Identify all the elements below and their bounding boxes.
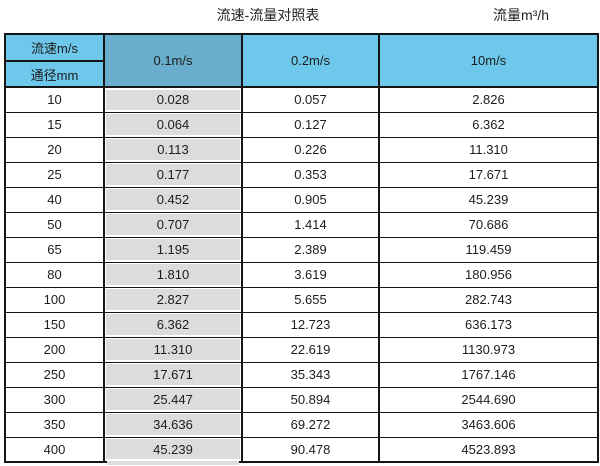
flow-cell-v02: 12.723: [241, 311, 380, 338]
flow-cell-v01: 0.177: [103, 161, 243, 188]
flow-cell-v01: 45.239: [103, 436, 243, 463]
flow-cell-v01: 0.113: [103, 136, 243, 163]
diameter-cell: 65: [4, 236, 105, 263]
table-row: 15 0.064 0.127 6.362: [4, 111, 599, 138]
table-row: 300 25.447 50.894 2544.690: [4, 386, 599, 413]
flow-cell-v10: 180.956: [378, 261, 599, 288]
flow-cell-v10: 2.826: [378, 86, 599, 113]
flow-cell-v02: 0.127: [241, 111, 380, 138]
diameter-cell: 40: [4, 186, 105, 213]
flow-cell-v02: 69.272: [241, 411, 380, 438]
flow-cell-v02: 0.226: [241, 136, 380, 163]
column-header-0-2ms: 0.2m/s: [241, 33, 380, 88]
flow-cell-v10: 6.362: [378, 111, 599, 138]
flow-cell-v02: 3.619: [241, 261, 380, 288]
table-row: 10 0.028 0.057 2.826: [4, 86, 599, 113]
flow-cell-v01: 25.447: [103, 386, 243, 413]
table-row: 80 1.810 3.619 180.956: [4, 261, 599, 288]
flow-cell-v02: 50.894: [241, 386, 380, 413]
diameter-cell: 15: [4, 111, 105, 138]
flow-cell-v02: 1.414: [241, 211, 380, 238]
table-title: 流速-流量对照表: [216, 7, 320, 23]
diameter-cell: 200: [4, 336, 105, 363]
flow-cell-v10: 45.239: [378, 186, 599, 213]
table-row: 200 11.310 22.619 1130.973: [4, 336, 599, 363]
flow-cell-v02: 35.343: [241, 361, 380, 388]
flow-cell-v02: 0.353: [241, 161, 380, 188]
flow-cell-v01: 0.064: [103, 111, 243, 138]
flow-cell-v01: 17.671: [103, 361, 243, 388]
diameter-cell: 10: [4, 86, 105, 113]
table-row: 50 0.707 1.414 70.686: [4, 211, 599, 238]
flow-cell-v10: 70.686: [378, 211, 599, 238]
flow-cell-v01: 2.827: [103, 286, 243, 313]
flow-unit-title: 流量m³/h: [493, 7, 549, 23]
diameter-cell: 20: [4, 136, 105, 163]
flow-cell-v01: 0.028: [103, 86, 243, 113]
table-row: 400 45.239 90.478 4523.893: [4, 436, 599, 463]
flow-cell-v10: 1130.973: [378, 336, 599, 363]
highlight-column-tail: [107, 461, 239, 465]
flow-cell-v02: 0.905: [241, 186, 380, 213]
table-row: 40 0.452 0.905 45.239: [4, 186, 599, 213]
diameter-cell: 250: [4, 361, 105, 388]
diameter-cell: 80: [4, 261, 105, 288]
corner-diameter-label: 通径mm: [4, 60, 105, 88]
table-row: 150 6.362 12.723 636.173: [4, 311, 599, 338]
diameter-cell: 50: [4, 211, 105, 238]
table-row: 20 0.113 0.226 11.310: [4, 136, 599, 163]
column-header-0-1ms: 0.1m/s: [103, 33, 243, 88]
column-header-10ms: 10m/s: [378, 33, 599, 88]
table-row: 350 34.636 69.272 3463.606: [4, 411, 599, 438]
flow-cell-v10: 282.743: [378, 286, 599, 313]
table-row: 250 17.671 35.343 1767.146: [4, 361, 599, 388]
flow-cell-v01: 6.362: [103, 311, 243, 338]
header-row-velocity: 流速m/s 0.1m/s 0.2m/s 10m/s: [4, 33, 599, 88]
flow-cell-v01: 0.707: [103, 211, 243, 238]
diameter-cell: 100: [4, 286, 105, 313]
diameter-cell: 25: [4, 161, 105, 188]
flow-cell-v10: 3463.606: [378, 411, 599, 438]
flow-cell-v02: 0.057: [241, 86, 380, 113]
flow-cell-v01: 34.636: [103, 411, 243, 438]
diameter-cell: 350: [4, 411, 105, 438]
flow-cell-v02: 90.478: [241, 436, 380, 463]
flow-cell-v10: 119.459: [378, 236, 599, 263]
flow-cell-v02: 5.655: [241, 286, 380, 313]
flow-cell-v01: 0.452: [103, 186, 243, 213]
flow-cell-v10: 2544.690: [378, 386, 599, 413]
diameter-cell: 400: [4, 436, 105, 463]
corner-velocity-label: 流速m/s: [4, 33, 105, 62]
flow-cell-v01: 1.195: [103, 236, 243, 263]
title-bar: 流速-流量对照表 流量m³/h: [0, 0, 600, 33]
table-row: 65 1.195 2.389 119.459: [4, 236, 599, 263]
flow-cell-v02: 22.619: [241, 336, 380, 363]
flow-cell-v10: 17.671: [378, 161, 599, 188]
diameter-cell: 300: [4, 386, 105, 413]
flow-cell-v02: 2.389: [241, 236, 380, 263]
header-row-diameter: 通径mm: [4, 60, 598, 88]
flow-cell-v10: 636.173: [378, 311, 599, 338]
flow-cell-v10: 4523.893: [378, 436, 599, 463]
flow-cell-v01: 1.810: [103, 261, 243, 288]
flow-cell-v10: 11.310: [378, 136, 599, 163]
flow-cell-v01: 11.310: [103, 336, 243, 363]
table-row: 100 2.827 5.655 282.743: [4, 286, 599, 313]
flow-rate-table: 流速m/s 0.1m/s 0.2m/s 10m/s 通径mm 10 0.028 …: [4, 33, 599, 463]
diameter-cell: 150: [4, 311, 105, 338]
table-row: 25 0.177 0.353 17.671: [4, 161, 599, 188]
flow-cell-v10: 1767.146: [378, 361, 599, 388]
